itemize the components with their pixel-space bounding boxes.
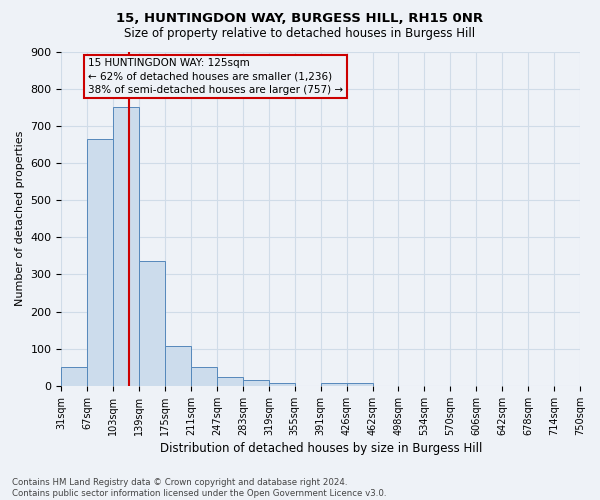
Text: Contains HM Land Registry data © Crown copyright and database right 2024.
Contai: Contains HM Land Registry data © Crown c… — [12, 478, 386, 498]
Bar — [61, 368, 88, 386]
Text: Size of property relative to detached houses in Burgess Hill: Size of property relative to detached ho… — [124, 28, 476, 40]
Text: 15 HUNTINGDON WAY: 125sqm
← 62% of detached houses are smaller (1,236)
38% of se: 15 HUNTINGDON WAY: 125sqm ← 62% of detac… — [88, 58, 343, 94]
Bar — [139, 262, 165, 386]
Bar — [347, 383, 373, 386]
Text: 15, HUNTINGDON WAY, BURGESS HILL, RH15 0NR: 15, HUNTINGDON WAY, BURGESS HILL, RH15 0… — [116, 12, 484, 26]
Bar — [191, 368, 217, 386]
Y-axis label: Number of detached properties: Number of detached properties — [15, 131, 25, 306]
Bar — [165, 346, 191, 386]
Bar — [269, 383, 295, 386]
X-axis label: Distribution of detached houses by size in Burgess Hill: Distribution of detached houses by size … — [160, 442, 482, 455]
Bar — [113, 107, 139, 386]
Bar — [321, 383, 347, 386]
Bar — [88, 139, 113, 386]
Bar — [217, 376, 243, 386]
Bar — [243, 380, 269, 386]
